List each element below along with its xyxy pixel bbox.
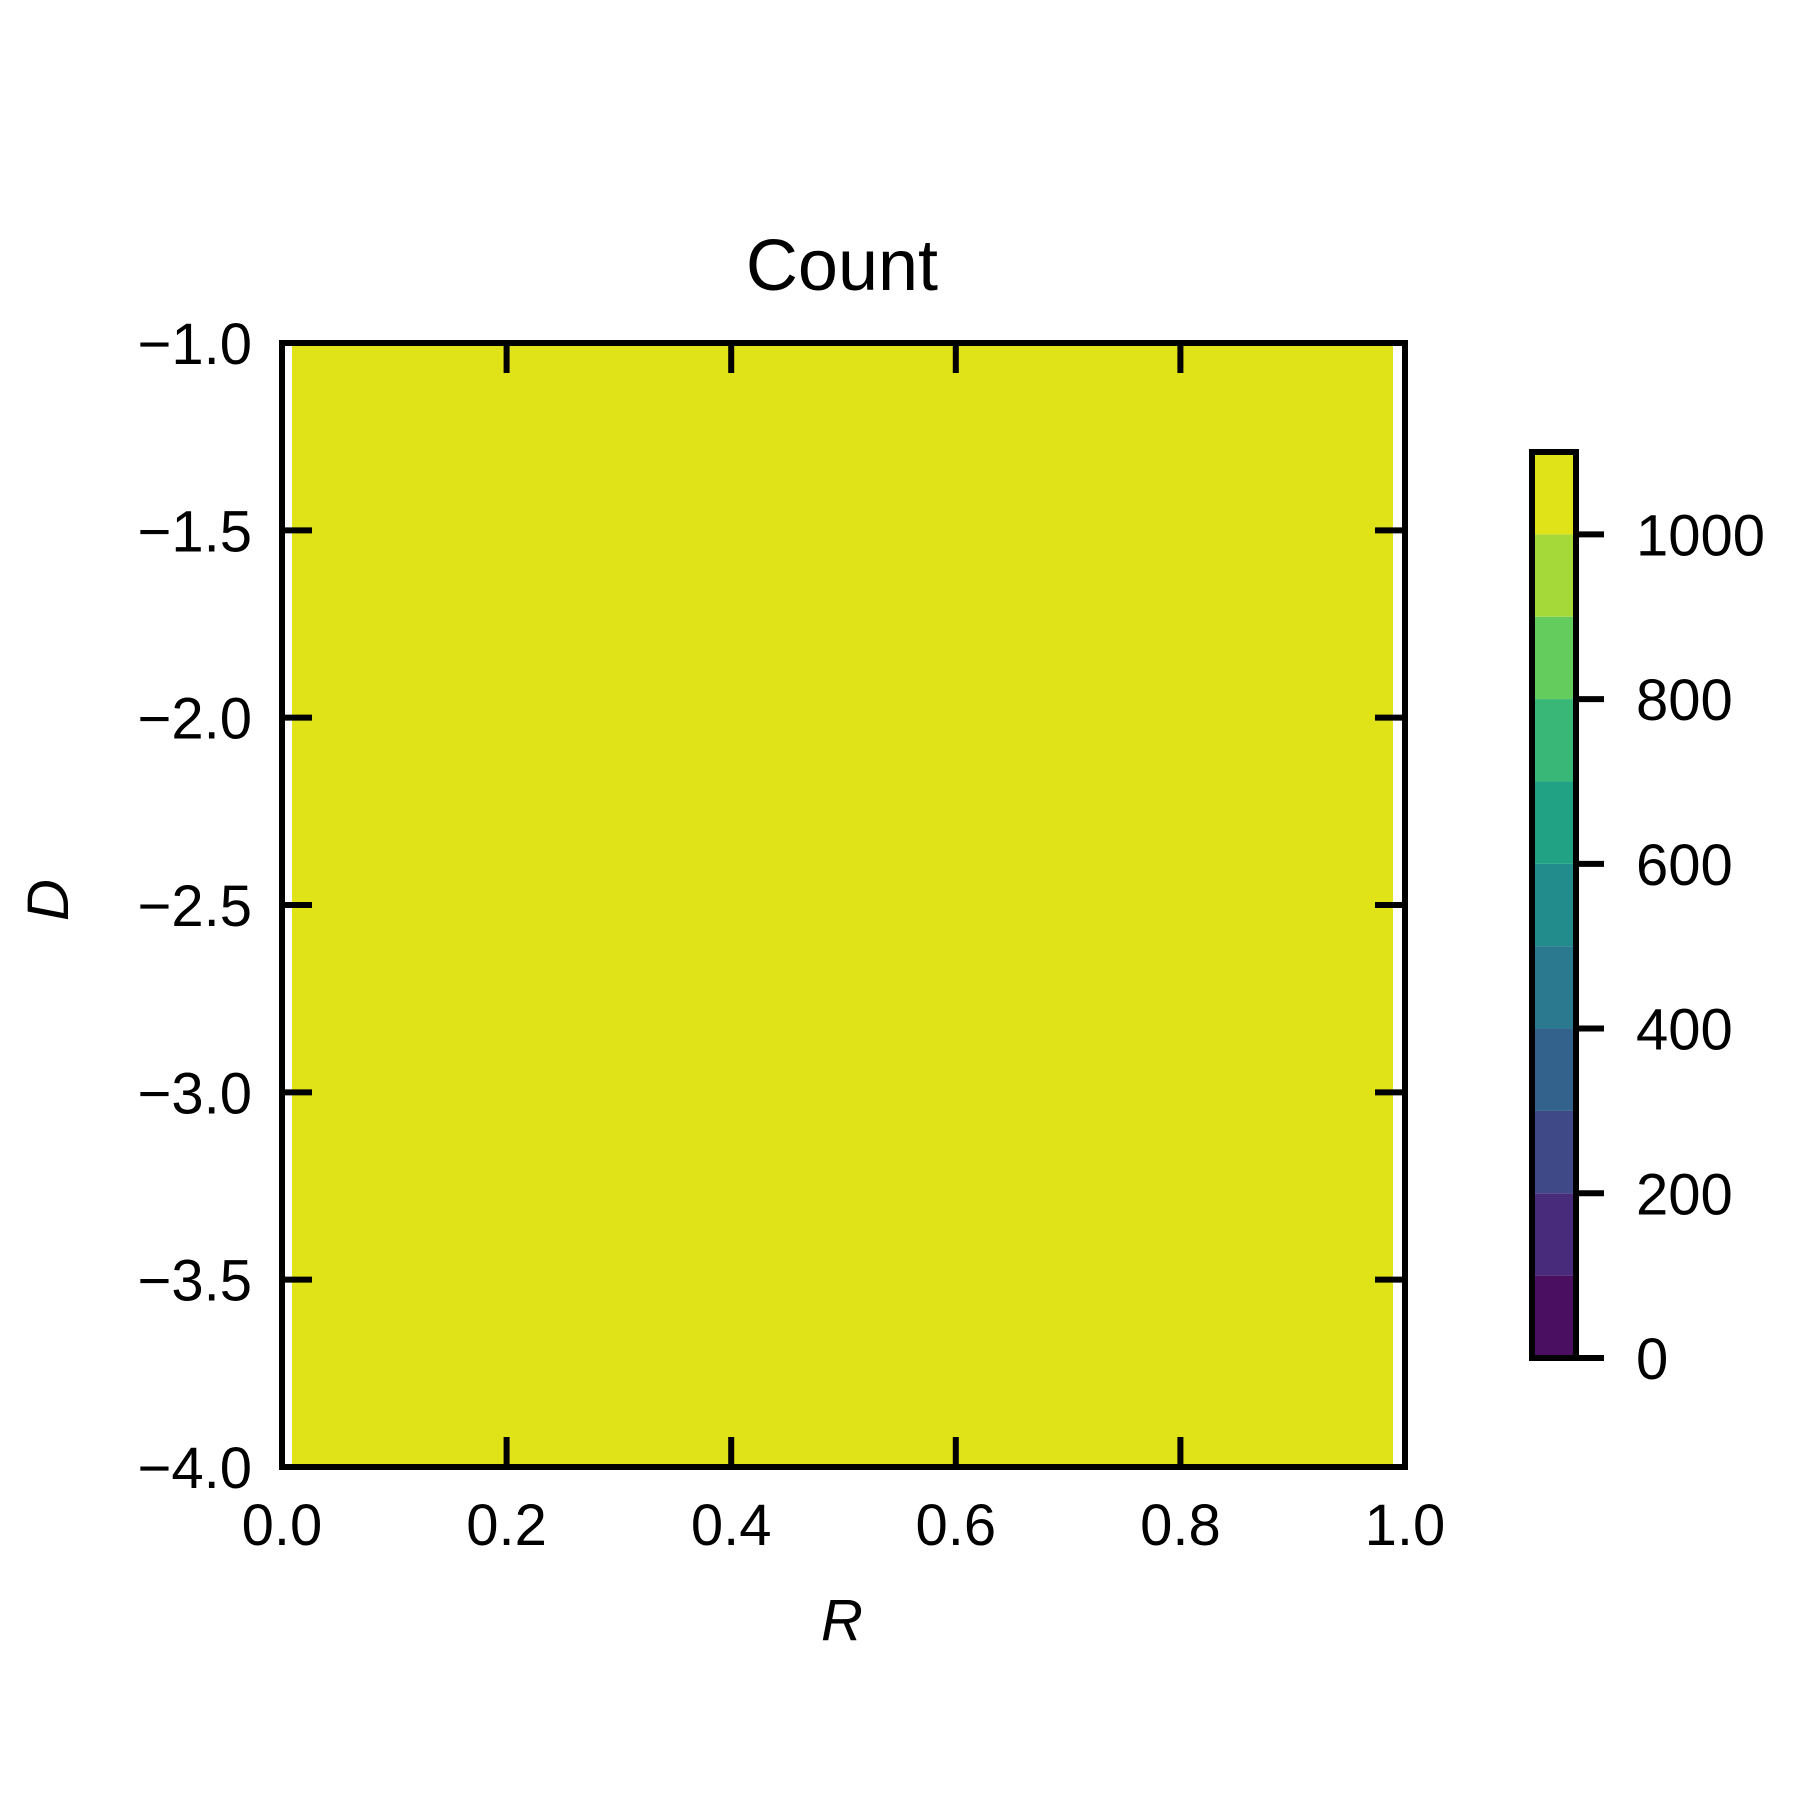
y-tick-label: −2.0 [138,687,253,752]
colorbar-segment [1532,781,1576,864]
colorbar-tick-label: 600 [1636,833,1733,898]
x-tick-label: 0.4 [691,1493,772,1558]
colorbar-segment [1532,863,1576,947]
colorbar-tick-label: 200 [1636,1162,1733,1227]
y-tick-label: −3.0 [138,1061,253,1126]
colorbar-tick-label: 0 [1636,1327,1668,1392]
colorbar-tick-label: 800 [1636,668,1733,733]
y-tick-label: −2.5 [138,874,253,939]
y-tick-label: −4.0 [138,1436,253,1501]
y-tick-label: −1.0 [138,312,253,377]
x-axis-label: R [821,1588,863,1653]
chart-title: Count [746,226,938,306]
heatmap-field [292,343,1393,1467]
y-tick-label: −1.5 [138,499,253,564]
colorbar-segment [1532,1193,1576,1276]
colorbar-tick-label: 400 [1636,998,1733,1063]
x-tick-label: 0.2 [466,1493,547,1558]
colorbar-segment [1532,1110,1576,1194]
colorbar-segment [1532,1275,1576,1358]
plot-area [279,340,1408,1470]
colorbar: 0 200 400 600 800 1000 [1529,449,1765,1392]
x-axis: 0.0 0.2 0.4 0.6 0.8 1.0 [242,343,1446,1558]
colorbar-segment [1532,946,1576,1029]
colorbar-segment [1532,699,1576,782]
colorbar-segment [1532,616,1576,700]
colorbar-segment [1532,534,1576,617]
y-axis: −1.0 −1.5 −2.0 −2.5 −3.0 −3.5 −4.0 [138,312,1405,1501]
colorbar-frame [1529,449,1579,1361]
colorbar-tick-label: 1000 [1636,503,1765,568]
y-tick-label: −3.5 [138,1249,253,1314]
y-axis-label: D [16,879,81,921]
x-tick-label: 0.8 [1140,1493,1221,1558]
x-tick-label: 0.0 [242,1493,323,1558]
x-tick-label: 0.6 [915,1493,996,1558]
colorbar-segment [1532,1028,1576,1111]
x-tick-label: 1.0 [1365,1493,1446,1558]
colorbar-segment [1532,452,1576,535]
